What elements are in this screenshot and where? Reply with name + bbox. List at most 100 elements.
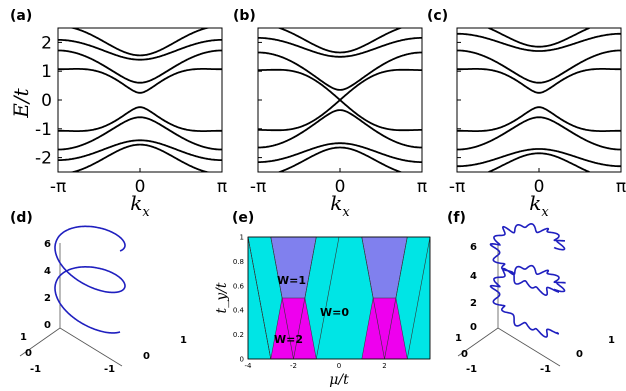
band-line-lower-3 [276,146,404,172]
f-z-tick-6: 6 [470,242,477,253]
phase-label-w2: W=2 [274,333,303,346]
phase-diagram-ticks: -4 -2 0 2 0 0.2 0.4 0.6 0.8 1 [233,234,387,371]
x-tick-label: -π [449,177,465,197]
phase-y-tick: 0.2 [233,331,244,339]
phase-boundary [293,236,317,360]
band-frame [57,27,223,173]
winding-curve-d [54,225,126,334]
f-y-tick-0: 0 [461,349,468,360]
curve-panel-f: 6 4 2 0 1 0 -1 -1 0 1 [455,222,615,375]
f-x-tick-m1: -1 [540,364,551,375]
x-axis-label-kx: kx [529,191,549,220]
band-line-upper-2 [58,39,222,61]
d-y-axis [19,327,61,357]
band-line-lower-1 [457,116,621,151]
d-x-tick-1: 1 [180,335,187,346]
band-line-upper-3 [486,28,592,48]
band-line-upper-3 [276,28,404,54]
phase-boundary [247,236,272,360]
y-tick-label: 0 [41,91,52,111]
band-line-upper-2 [457,32,621,52]
f-x-axis [497,327,561,367]
band-line-upper-3 [69,28,211,57]
phase-x-tick: 2 [382,362,386,370]
band-line-lower-1 [258,109,422,149]
panel-label-d: (d) [10,210,33,226]
phase-y-tick: 0.4 [233,307,245,315]
d-y-tick-m1: -1 [30,364,41,375]
panel-label-a: (a) [10,8,32,24]
band-panel-c: -π 0 π kx [449,27,626,220]
phase-x-tick: 0 [337,362,341,370]
f-y-tick-m1: -1 [466,364,477,375]
band-line-lower-0 [258,98,422,132]
phase-boundary [406,236,431,360]
panel-label-c: (c) [427,8,448,24]
d-z-tick-0: 0 [44,320,51,331]
y-tick-label: -1 [35,120,52,140]
phase-x-tick: -2 [290,362,297,370]
x-tick-label: 0 [335,177,346,197]
phase-diagram-frame [247,236,431,360]
phase-boundary [315,236,340,360]
phase-y-tick: 1 [240,234,244,242]
panel-label-f: (f) [447,210,466,226]
y-tick-label: -2 [35,149,52,169]
d-x-tick-m1: -1 [104,364,115,375]
x-tick-label: 0 [534,177,545,197]
phase-boundary [270,236,294,360]
band-line-lower-1 [58,116,222,151]
x-tick-label: π [616,177,626,197]
x-tick-label: -π [50,177,66,197]
d-z-tick-4: 4 [44,266,51,277]
band-line-upper-1 [58,49,222,84]
x-tick-label: -π [250,177,266,197]
curve-panel-d: 6 4 2 0 1 0 -1 -1 0 1 [19,225,187,375]
f-y-tick-1: 1 [455,333,462,344]
f-x-tick-0: 0 [576,349,583,360]
f-y-axis [457,327,499,357]
f-z-tick-4: 4 [470,271,477,282]
f-x-tick-1: 1 [608,335,615,346]
phase-diagram-ylabel: t_y/t [214,282,230,313]
y-tick-label: 2 [41,33,52,53]
band-panel-b: -π 0 π kx [250,27,427,220]
phase-x-tick: -4 [245,362,253,370]
x-axis-label-kx: kx [330,191,350,220]
f-z-tick-0: 0 [470,322,477,333]
band-line-lower-3 [486,152,592,172]
d-x-axis [59,327,123,367]
phase-label-w1: W=1 [277,274,306,287]
phase-y-tick: 0.6 [233,282,245,290]
d-z-tick-6: 6 [44,239,51,250]
x-tick-label: π [417,177,427,197]
band-line-lower-2 [258,142,422,163]
band-line-upper-0 [258,68,422,102]
panel-label-e: (e) [232,210,254,226]
d-y-tick-0: 0 [25,348,32,359]
band-line-lower-0 [58,106,222,132]
y-axis-label-energy: E/t [9,87,33,118]
band-line-lower-2 [58,139,222,161]
band-panel-a: -π 0 π 2 1 0 -1 -2 kx [35,27,227,220]
x-tick-label: π [217,177,227,197]
band-line-lower-2 [457,148,621,168]
band-frame [456,27,622,173]
phase-y-tick: 0 [240,356,244,364]
band-line-lower-3 [69,143,211,172]
winding-curve-f [489,222,566,338]
f-z-tick-2: 2 [470,298,477,309]
d-x-tick-0: 0 [143,351,150,362]
band-line-lower-0 [457,106,621,132]
d-y-tick-1: 1 [20,332,27,343]
band-line-upper-0 [58,68,222,94]
phase-diagram-panel-e: W=1 W=0 W=2 -4 -2 0 2 0 0.2 0.4 0.6 0.8 1 μ/t t_y… [214,234,431,388]
band-line-upper-1 [457,49,621,84]
band-line-upper-2 [258,37,422,58]
phase-boundary [361,236,385,360]
phase-y-tick: 0.8 [233,258,244,266]
phase-diagram-xlabel: μ/t [329,372,349,388]
y-tick-label: 1 [41,62,52,82]
